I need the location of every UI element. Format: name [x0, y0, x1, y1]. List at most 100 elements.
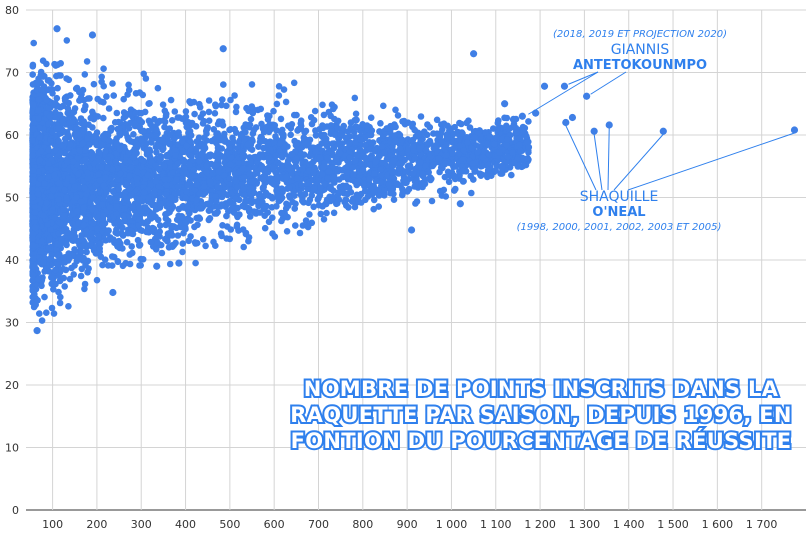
data-point: [409, 170, 417, 177]
data-point: [103, 189, 110, 196]
data-point: [253, 198, 261, 205]
data-point: [203, 162, 210, 169]
data-point: [130, 131, 137, 138]
data-point: [68, 264, 75, 272]
data-point: [201, 144, 209, 152]
data-point: [312, 132, 320, 139]
data-point: [293, 111, 300, 119]
data-point: [233, 223, 241, 230]
data-point: [424, 121, 431, 128]
data-point: [129, 203, 137, 210]
data-point: [178, 115, 186, 122]
data-point: [36, 310, 43, 317]
data-point: [371, 147, 379, 154]
data-point: [342, 196, 350, 204]
x-tick-label: 100: [42, 518, 63, 531]
data-point: [120, 95, 127, 103]
data-point: [392, 106, 399, 114]
data-point: [90, 80, 98, 88]
data-point: [205, 207, 213, 214]
data-point: [380, 102, 387, 110]
data-point: [378, 143, 386, 150]
y-tick-label: 40: [5, 254, 19, 267]
data-point: [212, 242, 219, 249]
data-point: [320, 216, 328, 223]
data-point: [94, 225, 101, 233]
data-point: [164, 237, 171, 245]
data-point: [67, 141, 74, 148]
data-point: [214, 183, 221, 191]
data-point: [89, 124, 96, 131]
data-point: [191, 172, 198, 179]
data-point: [381, 186, 389, 193]
data-point: [350, 128, 358, 136]
data-point: [259, 176, 267, 183]
data-point: [83, 58, 91, 65]
data-point: [81, 280, 89, 288]
data-point: [95, 233, 102, 240]
data-point: [166, 260, 174, 268]
data-point: [279, 126, 286, 134]
data-point: [73, 194, 80, 201]
data-point: [278, 209, 285, 217]
data-point: [390, 190, 397, 198]
data-point: [372, 177, 380, 185]
data-point: [319, 122, 326, 129]
data-point: [327, 197, 334, 205]
data-point: [63, 37, 71, 44]
data-point: [52, 100, 59, 107]
data-point: [468, 144, 475, 152]
x-tick-label: 1 300: [569, 518, 601, 531]
data-point: [86, 241, 94, 249]
data-point: [218, 232, 225, 240]
data-point: [274, 193, 282, 200]
data-point: [138, 109, 145, 117]
data-point: [297, 149, 304, 157]
data-point: [306, 211, 313, 218]
data-point: [41, 293, 48, 301]
data-point: [167, 96, 175, 104]
data-point: [471, 168, 479, 175]
data-point: [100, 82, 107, 90]
data-point: [272, 152, 280, 159]
x-tick-label: 900: [397, 518, 418, 531]
data-point: [503, 136, 511, 143]
data-point: [520, 127, 527, 135]
data-point: [351, 203, 359, 211]
data-point: [351, 133, 359, 141]
data-point: [409, 136, 417, 144]
data-point: [255, 192, 263, 200]
data-point: [508, 171, 515, 179]
data-point: [51, 114, 59, 121]
data-point: [104, 156, 111, 163]
data-point: [99, 261, 106, 269]
data-point: [182, 194, 190, 202]
data-point: [187, 233, 194, 240]
x-tick-label: 200: [86, 518, 107, 531]
data-point: [174, 232, 182, 239]
data-point: [84, 135, 91, 142]
data-point: [132, 109, 139, 117]
x-tick-label: 1 400: [613, 518, 645, 531]
data-point: [165, 199, 173, 207]
data-point: [205, 97, 213, 104]
data-point: [38, 282, 45, 290]
data-point: [311, 107, 319, 115]
data-point: [353, 151, 361, 159]
data-point: [78, 235, 85, 243]
data-point: [388, 143, 396, 151]
data-point: [61, 97, 69, 104]
data-point: [517, 147, 524, 155]
data-point: [305, 199, 312, 207]
data-point: [151, 116, 158, 123]
data-point: [324, 154, 331, 162]
data-point: [51, 147, 59, 154]
data-point: [455, 150, 463, 157]
data-point: [409, 143, 417, 151]
data-point: [394, 112, 402, 119]
data-point: [299, 197, 306, 205]
data-point: [482, 129, 489, 136]
data-point: [241, 136, 248, 144]
data-point: [509, 149, 516, 156]
data-point: [404, 145, 411, 153]
